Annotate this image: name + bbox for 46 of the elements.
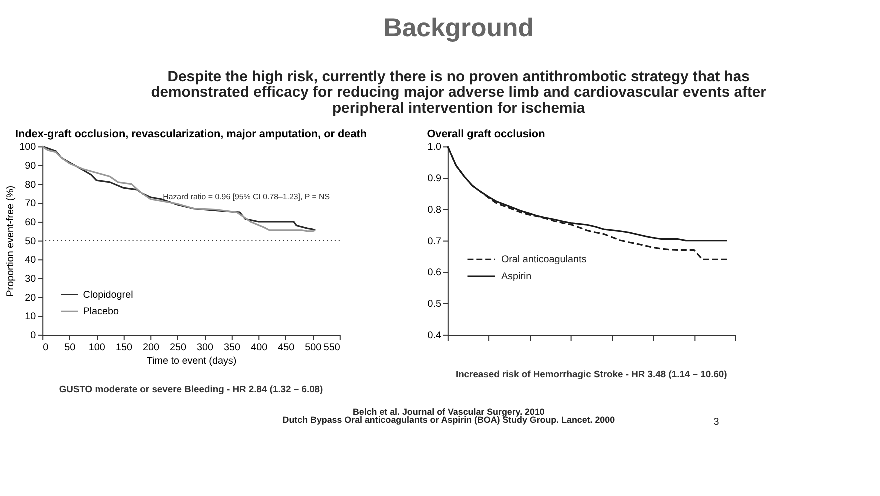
- y-tick-label: 1.0: [428, 142, 442, 154]
- x-axis-title: Time to event (days): [146, 356, 237, 368]
- y-tick-label: 50: [25, 236, 37, 248]
- y-tick-label: 70: [25, 198, 37, 210]
- y-tick-label: 80: [25, 180, 37, 191]
- chart-title: Index-graft occlusion, revascularization, major amputation, or death: [15, 128, 368, 141]
- y-tick-label: 100: [20, 142, 37, 154]
- y-tick-label: 0.6: [428, 268, 442, 279]
- y-tick-label: 0.5: [428, 299, 442, 310]
- text: 3: [714, 417, 720, 428]
- x-tick-label: 200: [142, 342, 160, 354]
- text: Background: [384, 14, 534, 43]
- x-tick-label: 50: [64, 342, 76, 354]
- y-tick-label: 0.4: [428, 330, 442, 342]
- y-tick-label: 20: [25, 292, 37, 304]
- x-tick-label: 300: [197, 342, 214, 354]
- text: Dutch Bypass Oral anticoagulants or Aspirin (BOA) Study Group. Lancet. 2000: [282, 415, 616, 426]
- x-tick-label: 100: [88, 342, 106, 354]
- text: GUSTO moderate or severe Bleeding - HR 2.84 (1.32 – 6.08): [59, 383, 324, 394]
- y-tick-label: 90: [25, 160, 37, 172]
- y-tick-label: 40: [25, 255, 37, 266]
- y-tick-label: 0.7: [428, 236, 442, 248]
- y-tick-label: 60: [25, 217, 37, 228]
- text: Belch et al. Journal of Vascular Surgery. 2010: [352, 407, 545, 418]
- annotation: Hazard ratio = 0.96 [95% CI 0.78–1.23], P = NS: [163, 192, 330, 202]
- x-tick-label: 250: [170, 342, 187, 354]
- y-tick-label: 30: [25, 274, 37, 285]
- legend-label: Clopidogrel: [83, 290, 134, 301]
- legend-label: Aspirin: [501, 271, 532, 282]
- x-tick-label: 550: [324, 342, 341, 354]
- x-tick-label: 150: [116, 342, 133, 354]
- y-tick-label: 0: [30, 330, 37, 342]
- legend-label: Placebo: [83, 306, 120, 318]
- legend-label: Oral anticoagulants: [501, 254, 587, 266]
- x-tick-label: 400: [251, 342, 268, 354]
- x-tick-label: 500: [305, 342, 322, 354]
- y-tick-label: 0.9: [428, 174, 442, 185]
- x-tick-label: 0: [43, 342, 50, 354]
- chart-title: Overall graft occlusion: [427, 128, 546, 141]
- x-tick-label: 450: [278, 342, 296, 354]
- y-tick-label: 0.8: [428, 204, 442, 216]
- y-tick-label: 10: [25, 312, 37, 323]
- text: Despite the high risk, currently there is no proven antithrombotic strategy that has demonstrated efficacy for reducing major adverse limb and cardiovascular events after peripheral intervention for ischemia: [151, 69, 767, 117]
- y-axis-title: Proportion event-free (%): [6, 186, 17, 297]
- x-tick-label: 350: [224, 342, 242, 354]
- text: Increased risk of Hemorrhagic Stroke - HR 3.48 (1.14 – 10.60): [456, 368, 728, 380]
